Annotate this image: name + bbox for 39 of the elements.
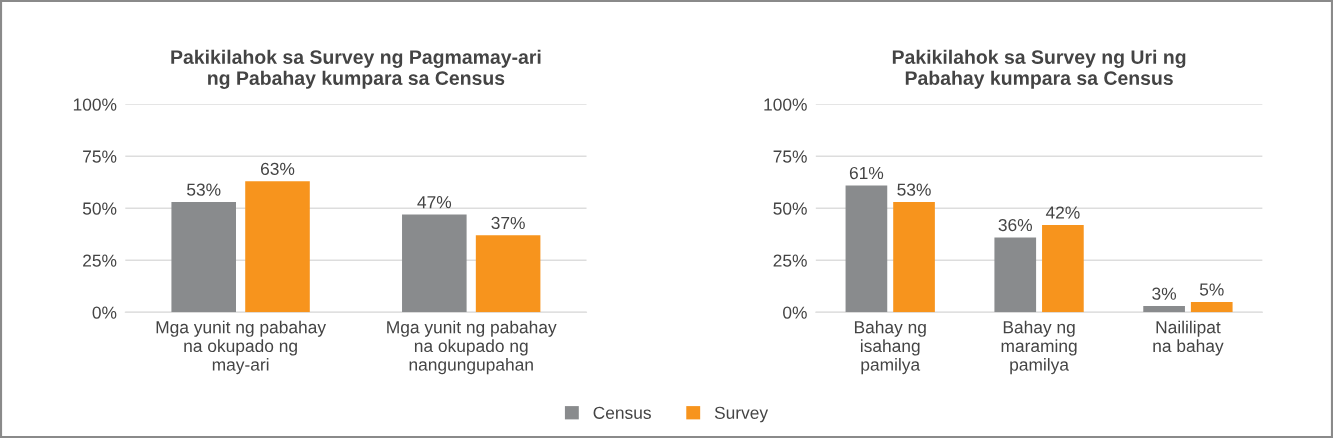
- data-label: 37%: [491, 216, 525, 230]
- y-tick-label: 100%: [764, 98, 807, 111]
- y-tick-label: 25%: [773, 254, 807, 267]
- bar: [1190, 301, 1233, 313]
- data-label: 36%: [998, 218, 1033, 232]
- bar: [475, 235, 541, 313]
- data-label: 53%: [187, 183, 221, 196]
- x-tick-label: Mga yunit ng pabahay na okupado ng nangungupahan: [387, 320, 557, 375]
- y-tick-label: 50%: [773, 202, 807, 215]
- data-label: 3%: [1152, 287, 1177, 300]
- bar: [893, 202, 935, 313]
- data-label: 53%: [897, 183, 931, 196]
- bar: [171, 202, 236, 313]
- bar: [1042, 224, 1084, 313]
- y-tick-label: 75%: [773, 150, 807, 163]
- y-tick-label: 100%: [73, 98, 117, 111]
- legend-label: Census: [593, 406, 651, 419]
- bar: [402, 214, 467, 313]
- data-label: 61%: [849, 166, 884, 180]
- x-tick-label: Mga yunit ng pabahay na okupado ng may-ari: [156, 320, 326, 375]
- y-tick-label: 50%: [82, 202, 117, 215]
- data-label: 42%: [1045, 206, 1080, 219]
- legend-label: Survey: [714, 406, 769, 423]
- x-tick-label: Bahay ng isahang pamilya: [854, 320, 926, 375]
- x-tick-label: Bahay ng maraming pamilya: [1001, 320, 1077, 375]
- chart-title: Pakikilahok sa Survey ng Uri ng Pabahay kumpara sa Census: [892, 49, 1186, 89]
- y-tick-label: 0%: [783, 306, 807, 319]
- bar: [245, 181, 310, 313]
- y-tick-label: 25%: [83, 254, 117, 267]
- chart-title: Pakikilahok sa Survey ng Pagmamay-ari ng Pabahay kumpara sa Census: [171, 49, 541, 89]
- y-tick-label: 75%: [83, 150, 117, 163]
- bar: [845, 185, 888, 313]
- x-tick-label: Naililipat na bahay: [1153, 320, 1224, 356]
- bar: [1143, 306, 1185, 313]
- data-label: 5%: [1199, 283, 1224, 296]
- y-tick-label: 0%: [92, 306, 117, 319]
- bar: [994, 237, 1037, 313]
- data-label: 63%: [261, 162, 295, 176]
- data-label: 47%: [417, 196, 452, 209]
